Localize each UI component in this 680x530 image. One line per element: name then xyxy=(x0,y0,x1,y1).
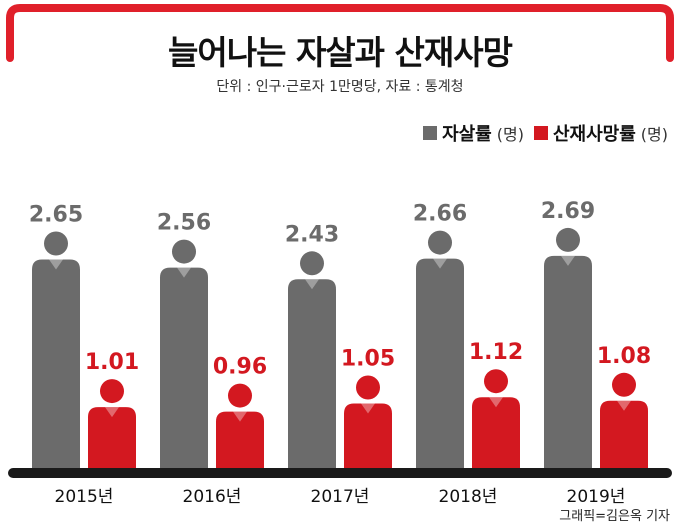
bar-collar-suicide-0 xyxy=(49,259,63,270)
bar-head-suicide-1 xyxy=(172,239,196,264)
category-label-2: 2017년 xyxy=(311,487,370,507)
bar-head-suicide-0 xyxy=(44,231,68,256)
category-label-0: 2015년 xyxy=(55,487,114,507)
bar-collar-suicide-1 xyxy=(177,267,191,278)
bar-head-industrial-4 xyxy=(612,372,636,397)
value-label-suicide-3: 2.66 xyxy=(413,202,467,227)
bar-industrial-1 xyxy=(216,411,264,470)
category-label-1: 2016년 xyxy=(183,487,242,507)
value-label-suicide-1: 2.56 xyxy=(157,211,211,236)
bar-head-industrial-3 xyxy=(484,369,508,394)
bar-suicide-0 xyxy=(32,259,80,470)
graphic-credit: 그래픽=김은옥 기자 xyxy=(559,509,670,524)
bar-suicide-1 xyxy=(160,267,208,470)
value-label-industrial-0: 1.01 xyxy=(85,350,139,375)
bar-collar-suicide-3 xyxy=(433,258,447,269)
chart-subtitle: 단위 : 인구·근로자 1만명당, 자료 : 통계청 xyxy=(216,79,464,95)
bar-collar-industrial-0 xyxy=(105,407,119,418)
category-label-3: 2018년 xyxy=(439,487,498,507)
bar-collar-industrial-4 xyxy=(617,400,631,411)
bar-collar-industrial-1 xyxy=(233,411,247,422)
value-label-industrial-3: 1.12 xyxy=(469,340,523,365)
value-label-suicide-2: 2.43 xyxy=(285,222,339,247)
bar-industrial-3 xyxy=(472,397,520,470)
bar-head-suicide-4 xyxy=(556,227,580,252)
bar-collar-suicide-4 xyxy=(561,255,575,266)
bar-collar-suicide-2 xyxy=(305,279,319,290)
value-label-suicide-4: 2.69 xyxy=(541,199,595,224)
red-frame xyxy=(6,4,674,62)
value-label-industrial-4: 1.08 xyxy=(597,344,651,369)
legend-unit-industrial: (명) xyxy=(640,125,668,144)
legend-item-industrial: 산재사망률 (명) xyxy=(533,120,668,146)
legend: 자살률 (명) 산재사망률 (명) xyxy=(423,120,668,146)
legend-swatch-industrial xyxy=(533,126,548,140)
legend-label-industrial: 산재사망률 xyxy=(552,124,636,145)
chart-title: 늘어나는 자살과 산재사망 xyxy=(168,33,513,72)
value-label-suicide-0: 2.65 xyxy=(29,203,83,228)
value-label-industrial-1: 0.96 xyxy=(213,355,267,380)
legend-unit-suicide: (명) xyxy=(496,125,524,144)
bar-collar-industrial-2 xyxy=(361,403,375,414)
bar-head-industrial-0 xyxy=(100,379,124,404)
bar-suicide-2 xyxy=(288,279,336,470)
baseline xyxy=(8,468,672,478)
category-label-4: 2019년 xyxy=(567,487,626,507)
legend-swatch-suicide xyxy=(423,126,438,140)
bar-head-industrial-1 xyxy=(228,383,252,408)
bar-industrial-2 xyxy=(344,403,392,470)
bar-suicide-3 xyxy=(416,258,464,470)
legend-item-suicide: 자살률 (명) xyxy=(423,120,524,146)
bar-head-suicide-2 xyxy=(300,251,324,276)
bar-industrial-0 xyxy=(88,407,136,470)
bar-collar-industrial-3 xyxy=(489,397,503,408)
bar-head-industrial-2 xyxy=(356,375,380,400)
value-label-industrial-2: 1.05 xyxy=(341,347,395,372)
bar-industrial-4 xyxy=(600,400,648,470)
legend-label-suicide: 자살률 xyxy=(442,124,492,145)
bar-head-suicide-3 xyxy=(428,230,452,255)
bar-suicide-4 xyxy=(544,255,592,470)
